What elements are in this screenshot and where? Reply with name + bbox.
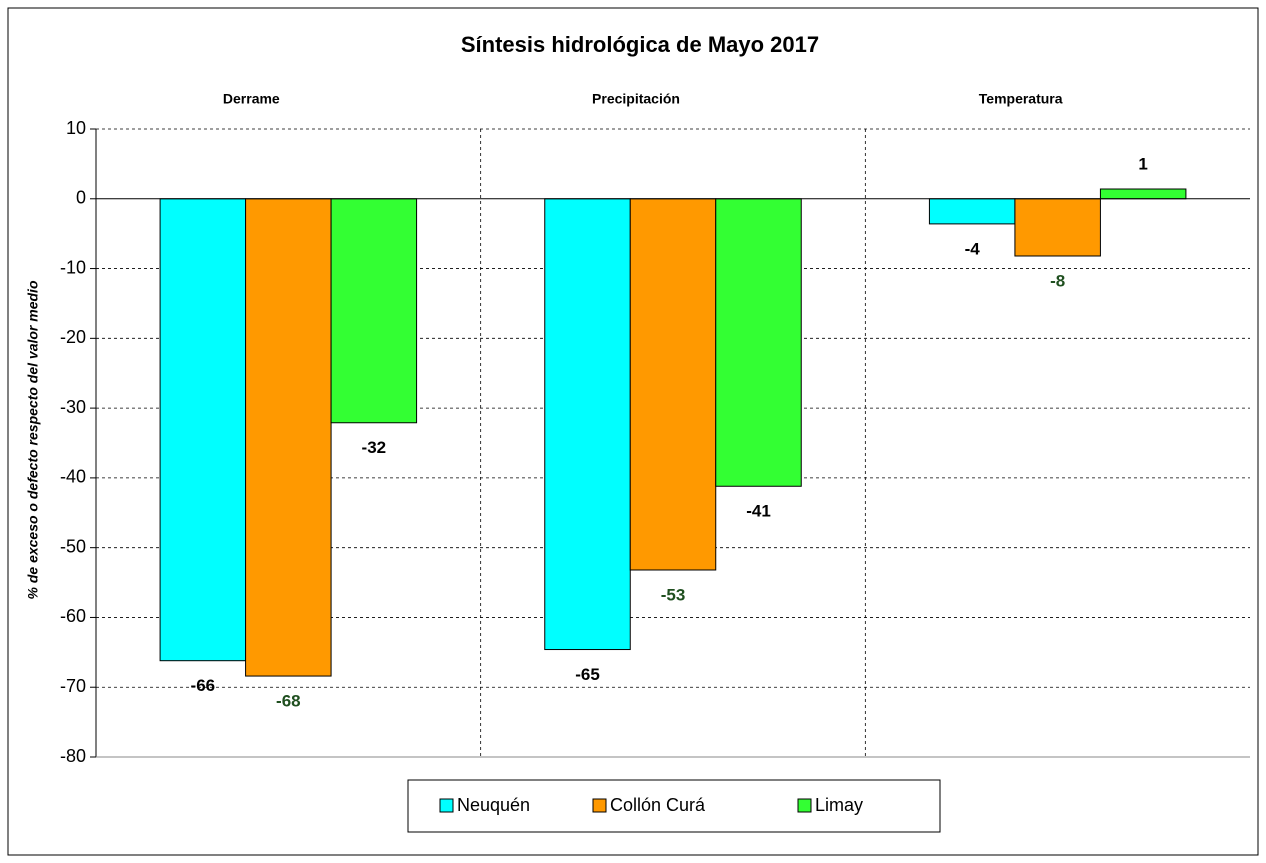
bar [715, 198, 802, 487]
bar [245, 198, 332, 677]
legend-label: Collón Curá [610, 795, 706, 815]
data-label: -53 [661, 585, 686, 604]
data-label: -4 [965, 239, 981, 258]
data-label: -8 [1050, 271, 1065, 290]
y-tick-label: -20 [60, 327, 86, 347]
legend-swatch [439, 798, 454, 813]
category-label: Temperatura [979, 91, 1063, 107]
y-tick-label: -50 [60, 536, 86, 556]
data-label: -41 [746, 502, 771, 521]
data-label: -66 [191, 676, 216, 695]
bar [928, 198, 1016, 225]
chart-title: Síntesis hidrológica de Mayo 2017 [461, 32, 819, 57]
y-tick-label: 10 [66, 118, 86, 138]
legend-box [407, 779, 941, 833]
bar [544, 198, 631, 651]
category-label: Precipitación [592, 91, 680, 107]
y-tick-label: -70 [60, 676, 86, 696]
y-tick-label: 0 [76, 188, 86, 208]
bar [159, 198, 247, 662]
bar [1014, 198, 1101, 257]
bar [629, 198, 717, 571]
legend-swatch [797, 798, 812, 813]
data-label: 1 [1138, 154, 1147, 173]
y-tick-label: -60 [60, 606, 86, 626]
data-label: -65 [575, 665, 600, 684]
y-tick-label: -80 [60, 746, 86, 766]
category-label: Derrame [223, 91, 280, 107]
y-tick-label: -30 [60, 397, 86, 417]
legend-label: Limay [815, 795, 863, 815]
y-axis-label: % de exceso o defecto respecto del valor… [25, 280, 41, 599]
bar [330, 198, 418, 424]
data-label: -32 [362, 438, 387, 457]
bar [1099, 188, 1187, 200]
data-label: -68 [276, 692, 301, 711]
y-tick-label: -10 [60, 257, 86, 277]
y-tick-label: -40 [60, 467, 86, 487]
legend-swatch [592, 798, 607, 813]
legend-label: Neuquén [457, 795, 530, 815]
